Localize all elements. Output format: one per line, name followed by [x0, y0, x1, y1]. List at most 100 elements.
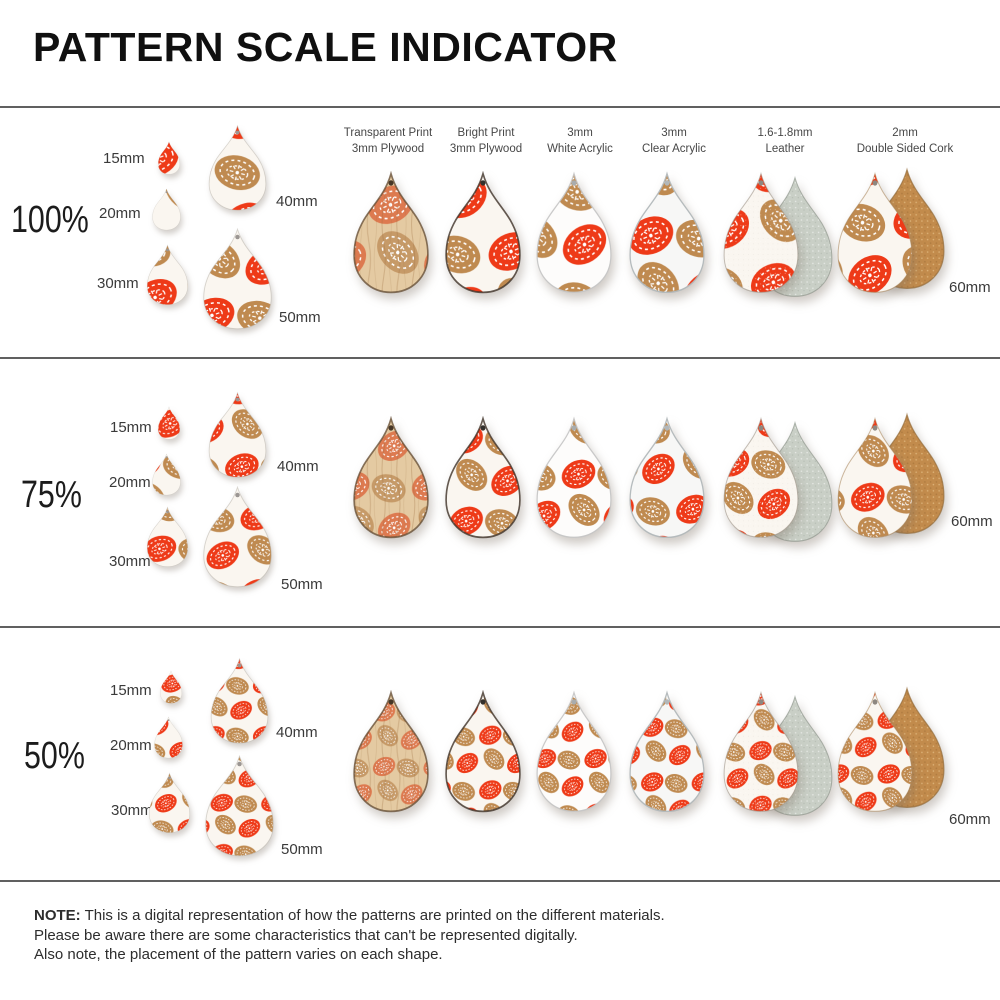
teardrop-shape	[629, 171, 705, 294]
teardrop-shape	[353, 171, 429, 294]
teardrop-shape	[152, 453, 181, 496]
teardrop-shape	[152, 188, 181, 231]
divider-top	[0, 106, 1000, 108]
size-label-15mm: 15mm	[110, 419, 152, 436]
sample-60mm-leather	[720, 171, 802, 295]
size-label-15mm: 15mm	[110, 682, 152, 699]
teardrop-shape	[536, 416, 612, 539]
material-name-line2: Double Sided Cork	[856, 142, 954, 155]
size-label-15mm: 15mm	[103, 150, 145, 167]
sample-60mm-cork	[834, 690, 916, 814]
size-label-50mm: 50mm	[279, 309, 321, 326]
divider-row1-row2	[0, 357, 1000, 359]
sample-30mm	[145, 244, 190, 306]
teardrop-shape	[203, 485, 272, 588]
size-label-60mm: 60mm	[951, 513, 993, 530]
note-label: NOTE:	[34, 907, 81, 924]
teardrop-shape	[154, 716, 183, 759]
sample-60mm-white-acrylic	[533, 171, 615, 295]
sample-60mm-bright-plywood	[442, 171, 524, 295]
sample-60mm-transparent-plywood	[350, 171, 432, 295]
note-line-1: NOTE: This is a digital representation o…	[34, 906, 665, 926]
teardrop-shape	[536, 690, 612, 813]
sample-60mm-leather	[720, 690, 802, 814]
teardrop-shape	[205, 754, 274, 857]
column-header-white-acrylic: 3mm White Acrylic	[505, 126, 655, 157]
scale-label-50: 50%	[24, 735, 85, 777]
sample-60mm-transparent-plywood	[350, 416, 432, 540]
sample-60mm-clear-acrylic	[626, 690, 708, 814]
material-name-line2: Leather	[765, 142, 805, 155]
page-title: PATTERN SCALE INDICATOR	[33, 24, 618, 70]
sample-60mm-transparent-plywood	[350, 690, 432, 814]
teardrop-shape	[445, 416, 521, 539]
sample-40mm	[206, 124, 269, 212]
divider-row2-row3	[0, 626, 1000, 628]
material-name-line1: 2mm	[892, 127, 918, 139]
sample-15mm	[159, 670, 183, 704]
teardrop-shape	[723, 416, 799, 538]
sample-30mm	[147, 772, 192, 834]
sample-60mm-bright-plywood	[442, 416, 524, 540]
sample-20mm	[153, 716, 184, 759]
material-name-line2: White Acrylic	[547, 142, 613, 155]
material-name-line1: 3mm	[661, 127, 687, 139]
note-block: NOTE: This is a digital representation o…	[34, 906, 665, 965]
size-label-20mm: 20mm	[109, 474, 151, 491]
teardrop-shape	[837, 690, 913, 812]
teardrop-shape	[536, 171, 612, 294]
scale-label-75: 75%	[21, 474, 82, 516]
teardrop-shape	[837, 171, 913, 293]
note-text-1: This is a digital representation of how …	[84, 907, 665, 924]
teardrop-shape	[158, 406, 180, 440]
size-label-40mm: 40mm	[276, 724, 318, 741]
teardrop-shape	[445, 171, 521, 294]
note-line-3: Also note, the placement of the pattern …	[34, 946, 443, 963]
size-label-50mm: 50mm	[281, 841, 323, 858]
size-label-30mm: 30mm	[109, 553, 151, 570]
size-label-30mm: 30mm	[111, 802, 153, 819]
teardrop-shape	[837, 416, 913, 538]
size-label-50mm: 50mm	[281, 576, 323, 593]
sample-20mm	[151, 188, 182, 231]
size-label-60mm: 60mm	[949, 279, 991, 296]
material-name-line2: 3mm Plywood	[449, 142, 523, 155]
sample-50mm	[202, 754, 277, 858]
teardrop-shape	[160, 670, 182, 704]
teardrop-shape	[445, 690, 521, 813]
teardrop-shape	[208, 391, 267, 478]
column-header-leather: 1.6-1.8mm Leather	[710, 126, 860, 157]
material-name-line1: 1.6-1.8mm	[757, 127, 813, 139]
size-label-60mm: 60mm	[949, 811, 991, 828]
teardrop-shape	[629, 690, 705, 813]
teardrop-shape	[353, 690, 429, 813]
material-name-line2: 3mm Plywood	[351, 142, 425, 155]
divider-note	[0, 880, 1000, 882]
size-label-30mm: 30mm	[97, 275, 139, 292]
scale-label-100: 100%	[11, 199, 89, 241]
sample-15mm	[157, 406, 181, 440]
teardrop-shape	[146, 244, 189, 305]
teardrop-shape	[208, 124, 267, 211]
note-line-2: Please be aware there are some character…	[34, 926, 578, 944]
sample-60mm-white-acrylic	[533, 690, 615, 814]
sample-15mm	[157, 141, 181, 175]
sample-60mm-clear-acrylic	[626, 171, 708, 295]
column-header-bright-plywood: Bright Print 3mm Plywood	[411, 126, 561, 157]
sample-60mm-leather	[720, 416, 802, 540]
sample-60mm-cork	[834, 171, 916, 295]
sample-50mm	[200, 227, 275, 331]
sample-60mm-bright-plywood	[442, 690, 524, 814]
teardrop-shape	[723, 690, 799, 812]
sample-40mm	[206, 391, 269, 479]
size-label-40mm: 40mm	[277, 458, 319, 475]
sample-30mm	[145, 506, 190, 568]
column-header-transparent-plywood: Transparent Print 3mm Plywood	[313, 126, 463, 157]
teardrop-shape	[203, 227, 272, 330]
material-name-line1: Transparent Print	[343, 127, 433, 139]
sample-60mm-cork	[834, 416, 916, 540]
size-label-40mm: 40mm	[276, 193, 318, 210]
size-label-20mm: 20mm	[99, 205, 141, 222]
sample-60mm-white-acrylic	[533, 416, 615, 540]
